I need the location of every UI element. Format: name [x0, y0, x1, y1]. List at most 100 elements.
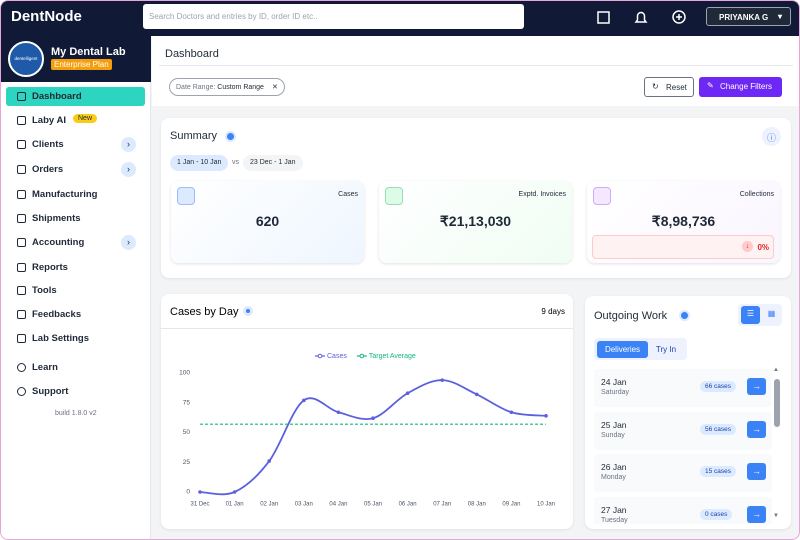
- row-day: Saturday: [601, 389, 630, 396]
- nav-icon: [17, 165, 26, 174]
- add-icon[interactable]: [672, 10, 686, 24]
- live-dot: [243, 306, 253, 316]
- nav-icon: [17, 310, 26, 319]
- expand-button[interactable]: ›: [121, 162, 136, 177]
- legend-label: Target Average: [369, 353, 416, 360]
- down-arrow: ↓: [742, 241, 753, 252]
- nav-item[interactable]: Orders: [32, 164, 64, 175]
- header-icons: [597, 10, 686, 24]
- compare-chip[interactable]: 23 Dec - 1 Jan: [243, 155, 303, 171]
- row-open-button[interactable]: →: [747, 378, 766, 395]
- reset-label: Reset: [666, 83, 687, 92]
- x-tick-label: 02 Jan: [260, 502, 278, 508]
- calendar-view-button[interactable]: ▦: [767, 309, 776, 318]
- delivery-row[interactable]: 24 Jan Saturday 66 cases →: [594, 369, 772, 407]
- filter-label: Date Range:: [176, 84, 216, 91]
- row-open-button[interactable]: →: [747, 505, 766, 523]
- nav-icon: [17, 190, 26, 199]
- nav-icon: [17, 363, 26, 372]
- scrollbar-thumb[interactable]: [774, 379, 780, 427]
- delivery-list: 24 Jan Saturday 66 cases → 25 Jan Sunday 56 ca…: [594, 369, 772, 524]
- tab-active[interactable]: Deliveries: [597, 341, 648, 358]
- expand-button[interactable]: ›: [121, 235, 136, 250]
- new-badge: New: [73, 114, 98, 123]
- nav-item[interactable]: Learn: [32, 362, 58, 373]
- brand[interactable]: DentNode: [11, 8, 82, 25]
- stat-icon: [593, 187, 611, 205]
- x-tick-label: 08 Jan: [468, 502, 486, 508]
- y-tick-label: 25: [183, 459, 191, 466]
- x-tick-label: 06 Jan: [399, 502, 417, 508]
- nav-icon: [17, 263, 26, 272]
- delivery-row[interactable]: 27 Jan Tuesday 0 cases →: [594, 496, 772, 524]
- change-value: 0%: [757, 243, 769, 252]
- nav-item[interactable]: Lab Settings: [32, 333, 90, 344]
- scroll-up[interactable]: ▲: [773, 367, 779, 373]
- row-open-button[interactable]: →: [747, 463, 766, 480]
- x-tick-label: 31 Dec: [190, 502, 209, 508]
- nav-icon: [17, 286, 26, 295]
- nav-item[interactable]: Manufacturing: [32, 189, 98, 200]
- clear-icon[interactable]: ✕: [271, 84, 278, 91]
- x-tick-label: 09 Jan: [502, 502, 520, 508]
- nav-item[interactable]: Accounting: [32, 237, 85, 248]
- nav-item[interactable]: Clients: [32, 139, 64, 150]
- nav-item[interactable]: Reports: [32, 262, 68, 273]
- stat-icon: [177, 187, 195, 205]
- data-point: [232, 490, 237, 494]
- x-tick-label: 05 Jan: [364, 502, 382, 508]
- scroll-down[interactable]: ▼: [773, 513, 779, 519]
- info-button[interactable]: ⓘ: [762, 127, 781, 146]
- lab-name: My Dental Lab: [51, 46, 126, 58]
- nav-item[interactable]: Dashboard: [32, 91, 82, 102]
- tab[interactable]: Try In: [655, 345, 677, 354]
- legend-label: Cases: [327, 353, 347, 360]
- date-filter-chip[interactable]: Date Range: Custom Range ✕: [169, 78, 285, 96]
- expand-button[interactable]: ›: [121, 137, 136, 152]
- stat-value: ₹8,98,736: [651, 213, 716, 229]
- x-tick-label: 03 Jan: [295, 502, 313, 508]
- user-name: PRIYANKA G: [719, 13, 769, 22]
- nav-item[interactable]: Laby AI: [32, 115, 66, 126]
- nav-item[interactable]: Support: [32, 386, 69, 397]
- nav-item[interactable]: Feedbacks: [32, 309, 82, 320]
- nav-item[interactable]: Tools: [32, 285, 57, 296]
- search-input[interactable]: Search Doctors and entries by ID, order …: [143, 4, 524, 29]
- row-count: 0 cases: [700, 508, 733, 520]
- y-tick-label: 75: [183, 399, 191, 406]
- row-date: 27 Jan: [601, 504, 627, 515]
- caret: ▾: [777, 12, 782, 21]
- row-open-button[interactable]: →: [747, 420, 766, 438]
- user-menu[interactable]: PRIYANKA G ▾: [706, 7, 791, 26]
- page-title: Dashboard: [165, 48, 219, 60]
- stat-label: Exptd. Invoices: [518, 191, 566, 198]
- data-point: [440, 378, 445, 382]
- data-point: [267, 459, 271, 463]
- reset-button[interactable]: ↻ Reset: [644, 77, 694, 97]
- row-date: 26 Jan: [601, 462, 627, 472]
- delivery-row[interactable]: 26 Jan Monday 15 cases →: [594, 454, 772, 492]
- divider: [159, 328, 573, 329]
- nav-icon: [17, 140, 26, 149]
- x-tick-label: 01 Jan: [226, 502, 244, 508]
- y-tick-label: 0: [186, 489, 190, 496]
- outgoing-title: Outgoing Work: [594, 310, 668, 322]
- nav-item[interactable]: Shipments: [32, 213, 81, 224]
- list-view-button[interactable]: ☰: [741, 306, 760, 324]
- stat-label: Collections: [739, 191, 774, 198]
- nav-icon: [17, 334, 26, 343]
- bell-icon[interactable]: [634, 11, 648, 23]
- stat-label: Cases: [338, 191, 358, 198]
- change-filters-button[interactable]: ✎ Change Filters: [699, 77, 782, 97]
- stat-card: Collections ₹8,98,736 ↓ 0%: [587, 181, 780, 263]
- stat-value: ₹21,13,030: [439, 213, 512, 229]
- change-box: ↓ 0%: [592, 235, 774, 259]
- row-date: 25 Jan: [601, 419, 627, 430]
- qr-icon[interactable]: [597, 11, 610, 24]
- reset-icon: ↻: [652, 82, 659, 91]
- range-chip[interactable]: 1 Jan - 10 Jan: [170, 155, 229, 171]
- row-count: 56 cases: [700, 423, 737, 435]
- build-version: build 1.8.0 v2: [55, 410, 97, 417]
- delivery-row[interactable]: 25 Jan Sunday 56 cases →: [594, 411, 772, 450]
- legend-swatch: [359, 353, 365, 359]
